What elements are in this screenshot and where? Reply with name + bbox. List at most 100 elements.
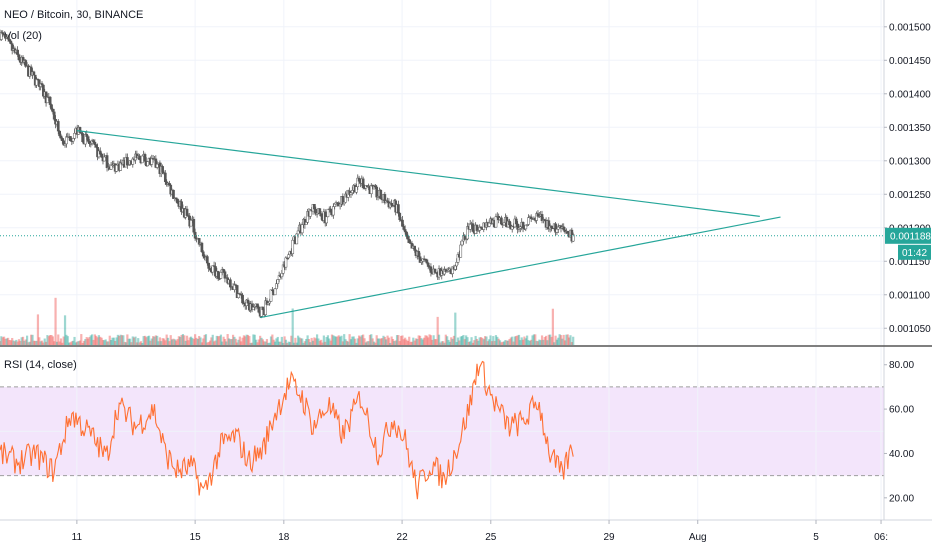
volume-bar xyxy=(544,335,548,345)
volume-bar xyxy=(485,336,488,345)
volume-bar xyxy=(160,341,163,345)
time-tick-label: 06: xyxy=(874,532,888,543)
candle-body xyxy=(8,38,11,42)
volume-bar xyxy=(297,335,300,345)
candle-body xyxy=(397,204,400,214)
candle-body xyxy=(333,203,337,207)
volume-bar xyxy=(490,341,493,345)
volume-bar xyxy=(303,341,306,345)
volume-bar xyxy=(448,341,451,345)
volume-bar xyxy=(363,338,366,345)
candle-body xyxy=(433,268,437,273)
volume-bar xyxy=(179,336,182,345)
candle-body xyxy=(460,240,464,246)
volume-bar xyxy=(554,335,557,345)
candle-body xyxy=(256,303,259,308)
time-tick-label: Aug xyxy=(689,532,707,543)
volume-bar xyxy=(93,334,96,345)
volume-bar xyxy=(217,336,220,345)
candle-body xyxy=(189,220,193,227)
volume-bar xyxy=(488,339,491,345)
price-badges: 0.001188 01:42 xyxy=(885,227,931,260)
volume-bar xyxy=(238,336,241,345)
volume-bar xyxy=(309,342,312,345)
candle-body xyxy=(527,217,530,225)
volume-bar xyxy=(569,335,572,345)
volume-bar xyxy=(99,336,102,345)
volume-bar xyxy=(493,340,496,345)
volume-bar xyxy=(409,341,412,345)
trendline-upper[interactable] xyxy=(76,130,760,217)
volume-bar xyxy=(246,334,250,345)
volume-bar xyxy=(237,339,240,345)
candle-body xyxy=(69,136,72,142)
volume-bar xyxy=(44,341,48,345)
volume-bar xyxy=(194,334,197,345)
volume-bar xyxy=(314,338,317,345)
volume-bar xyxy=(523,336,526,345)
candle-body xyxy=(168,183,171,186)
volume-bar xyxy=(473,340,476,345)
volume-bar xyxy=(146,336,149,345)
volume-bar xyxy=(74,342,77,345)
volume-bar xyxy=(349,339,353,345)
volume-bar xyxy=(30,334,33,345)
rsi-indicator-label[interactable]: RSI (14, close) xyxy=(4,359,77,371)
rsi-line xyxy=(0,360,574,500)
volume-indicator-label[interactable]: Vol (20) xyxy=(4,30,42,42)
candle-body xyxy=(529,216,533,220)
volume-bar xyxy=(55,341,59,345)
volume-bar xyxy=(257,339,260,345)
candle-body xyxy=(94,144,98,148)
candle-body xyxy=(361,178,365,188)
current-price-badge xyxy=(885,227,931,244)
candle-body xyxy=(500,217,503,225)
volume-bar xyxy=(450,337,453,345)
price-tick-label: 0.001450 xyxy=(889,56,931,67)
volume-bar xyxy=(383,336,386,345)
volume-bar xyxy=(241,337,244,345)
volume-bar xyxy=(231,334,235,345)
volume-bar xyxy=(398,341,401,345)
volume-bar xyxy=(138,342,141,345)
volume-bar xyxy=(12,340,15,345)
trendline-lower[interactable] xyxy=(260,216,781,319)
volume-bar xyxy=(357,335,361,345)
volume-bar xyxy=(73,336,76,345)
candle-body xyxy=(222,269,225,272)
price-tick-label: 0.001500 xyxy=(889,22,931,33)
volume-bar xyxy=(328,338,331,345)
candle-body xyxy=(65,136,68,145)
volume-bar xyxy=(215,335,218,345)
volume-bar xyxy=(23,340,26,345)
volume-bar xyxy=(542,339,545,345)
volume-bar xyxy=(143,335,147,345)
volume-bar xyxy=(0,336,3,345)
time-tick-label: 15 xyxy=(190,532,202,543)
volume-bar xyxy=(557,337,560,345)
candle-body xyxy=(257,306,261,313)
volume-bar xyxy=(371,338,374,345)
volume-bar xyxy=(429,335,433,345)
volume-bar xyxy=(256,342,259,345)
volume-bar xyxy=(206,342,209,345)
volume-bar xyxy=(47,336,50,345)
volume-bar xyxy=(339,336,342,345)
volume-bar xyxy=(459,336,462,345)
candle-body xyxy=(369,185,373,194)
candle-body xyxy=(304,222,308,225)
volume-bar xyxy=(417,335,420,345)
candle-body xyxy=(425,259,429,264)
volume-bar xyxy=(133,337,136,345)
volume-bar xyxy=(436,316,439,345)
volume-bar xyxy=(497,338,500,345)
volume-bar xyxy=(492,336,495,345)
rsi-tick-label: 20.00 xyxy=(889,493,914,504)
volume-bar xyxy=(397,335,400,345)
volume-bar xyxy=(180,334,183,345)
volume-bar xyxy=(86,338,90,345)
candle-body xyxy=(138,155,141,160)
candle-body xyxy=(445,271,449,273)
volume-bar xyxy=(65,334,68,345)
